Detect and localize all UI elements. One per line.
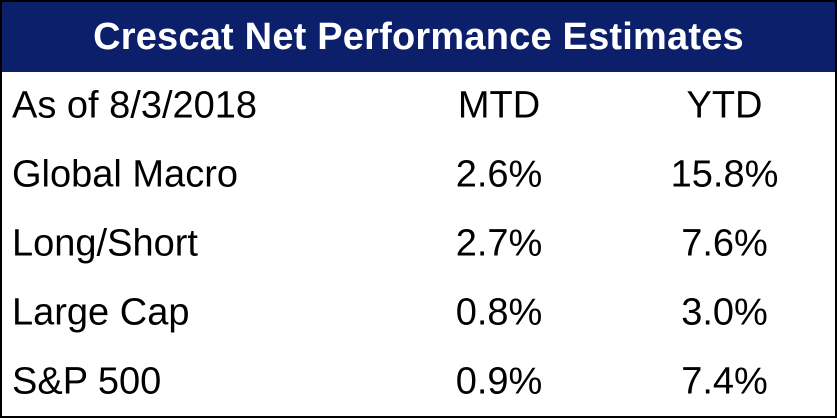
ytd-value: 7.6% (681, 222, 768, 265)
ytd-value: 15.8% (670, 153, 779, 196)
as-of-date-label: As of 8/3/2018 (12, 84, 258, 127)
ytd-value: 3.0% (681, 291, 768, 334)
table-row: S&P 500 0.9% 7.4% (2, 347, 835, 416)
ytd-value: 7.4% (681, 360, 768, 403)
table-row: Large Cap 0.8% 3.0% (2, 278, 835, 347)
mtd-value: 0.8% (455, 291, 543, 334)
row-label: S&P 500 (12, 360, 162, 403)
row-label: Large Cap (12, 291, 190, 334)
row-label: Long/Short (12, 222, 198, 265)
table-row: Global Macro 2.6% 15.8% (2, 141, 835, 210)
ytd-column-header: YTD (686, 84, 763, 127)
table-row: Long/Short 2.7% 7.6% (2, 210, 835, 279)
table-title: Crescat Net Performance Estimates (2, 2, 835, 72)
mtd-value: 0.9% (455, 360, 543, 403)
row-label: Global Macro (12, 153, 238, 196)
mtd-column-header: MTD (457, 84, 541, 127)
header-row: As of 8/3/2018 MTD YTD (2, 72, 835, 141)
mtd-value: 2.7% (455, 222, 543, 265)
mtd-value: 2.6% (455, 153, 543, 196)
